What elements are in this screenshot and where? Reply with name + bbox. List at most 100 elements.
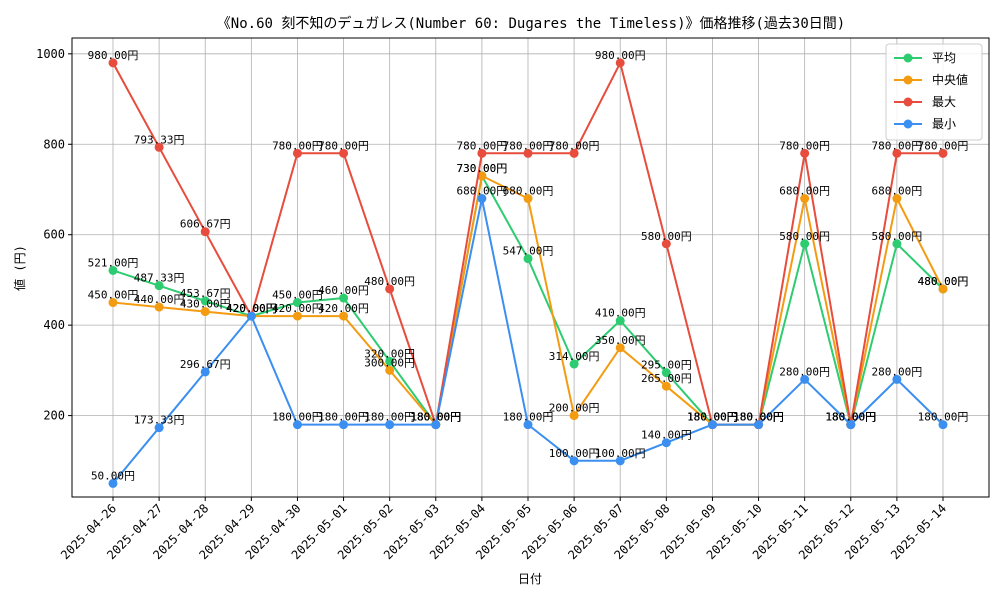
legend-swatch-marker bbox=[903, 75, 913, 85]
data-label: 480.00円 bbox=[364, 275, 415, 288]
data-point bbox=[339, 293, 349, 303]
data-label: 180.00円 bbox=[733, 411, 784, 424]
data-point bbox=[569, 148, 579, 158]
data-label: 453.67円 bbox=[180, 287, 231, 300]
data-point bbox=[385, 356, 395, 366]
series bbox=[108, 58, 948, 488]
data-label: 180.00円 bbox=[410, 411, 461, 424]
y-axis-label: 値 (円) bbox=[12, 245, 27, 291]
data-point bbox=[523, 194, 533, 204]
data-label: 420.00円 bbox=[318, 302, 369, 315]
data-point bbox=[108, 478, 118, 488]
data-label: 314.00円 bbox=[549, 350, 600, 363]
data-label: 480.00円 bbox=[918, 275, 969, 288]
data-label: 680.00円 bbox=[872, 185, 923, 198]
legend-entry: 最小 bbox=[932, 117, 956, 131]
data-point bbox=[754, 420, 764, 430]
data-point bbox=[108, 58, 118, 68]
legend-swatch-marker bbox=[903, 53, 913, 63]
data-point bbox=[292, 298, 302, 308]
data-point bbox=[615, 456, 625, 466]
data-label: 350.00円 bbox=[595, 334, 646, 347]
data-label: 780.00円 bbox=[272, 139, 323, 152]
data-point bbox=[569, 456, 579, 466]
data-label: 730.00円 bbox=[457, 162, 508, 175]
data-label: 180.00円 bbox=[825, 411, 876, 424]
x-axis-label: 日付 bbox=[518, 572, 542, 586]
data-point bbox=[108, 265, 118, 275]
data-point bbox=[800, 148, 810, 158]
y-tick-label: 400 bbox=[43, 318, 65, 332]
data-point bbox=[661, 438, 671, 448]
data-point bbox=[385, 284, 395, 294]
data-point bbox=[615, 343, 625, 353]
data-label: 780.00円 bbox=[872, 139, 923, 152]
data-point bbox=[200, 367, 210, 377]
y-tick-label: 1000 bbox=[36, 47, 65, 61]
data-label: 140.00円 bbox=[641, 429, 692, 442]
data-label: 180.00円 bbox=[410, 411, 461, 424]
data-label: 780.00円 bbox=[503, 139, 554, 152]
data-label: 180.00円 bbox=[410, 411, 461, 424]
data-point bbox=[385, 365, 395, 375]
data-label: 780.00円 bbox=[457, 139, 508, 152]
data-label: 420.00円 bbox=[226, 302, 277, 315]
data-point bbox=[154, 423, 164, 433]
data-label: 180.00円 bbox=[825, 411, 876, 424]
data-point bbox=[661, 381, 671, 391]
legend-swatch-marker bbox=[903, 119, 913, 129]
data-label: 100.00円 bbox=[549, 447, 600, 460]
data-point bbox=[292, 148, 302, 158]
data-label: 420.00円 bbox=[272, 302, 323, 315]
chart-title: 《No.60 刻不知のデュガレス(Number 60: Dugares the … bbox=[217, 15, 845, 32]
data-label: 460.00円 bbox=[318, 284, 369, 297]
data-point bbox=[938, 420, 948, 430]
data-point bbox=[385, 420, 395, 430]
data-label: 410.00円 bbox=[595, 307, 646, 320]
data-label: 180.00円 bbox=[503, 411, 554, 424]
data-point bbox=[292, 311, 302, 321]
series-最小 bbox=[108, 194, 948, 488]
data-label: 420.00円 bbox=[226, 302, 277, 315]
data-point bbox=[523, 254, 533, 264]
data-point bbox=[661, 239, 671, 249]
data-point bbox=[339, 420, 349, 430]
data-label: 180.00円 bbox=[364, 411, 415, 424]
data-point bbox=[477, 148, 487, 158]
legend-entry: 平均 bbox=[932, 51, 956, 65]
data-label: 730.00円 bbox=[457, 162, 508, 175]
data-label: 430.00円 bbox=[180, 298, 231, 311]
data-label: 780.00円 bbox=[918, 139, 969, 152]
data-point bbox=[892, 374, 902, 384]
data-point bbox=[800, 239, 810, 249]
y-tick-label: 200 bbox=[43, 409, 65, 423]
data-label: 173.33円 bbox=[134, 414, 185, 427]
data-point bbox=[569, 411, 579, 421]
data-label: 180.00円 bbox=[733, 411, 784, 424]
data-label: 480.00円 bbox=[918, 275, 969, 288]
data-point bbox=[846, 420, 856, 430]
data-label: 580.00円 bbox=[779, 230, 830, 243]
data-label: 680.00円 bbox=[779, 185, 830, 198]
legend-box bbox=[885, 43, 983, 141]
data-point bbox=[108, 298, 118, 308]
data-label: 200.00円 bbox=[549, 402, 600, 415]
data-label: 180.00円 bbox=[733, 411, 784, 424]
data-labels: 521.00円487.33円453.67円420.00円450.00円460.0… bbox=[88, 49, 969, 483]
plot-area-frame bbox=[71, 37, 990, 498]
data-point bbox=[339, 148, 349, 158]
data-label: 440.00円 bbox=[134, 293, 185, 306]
data-point bbox=[892, 148, 902, 158]
data-label: 180.00円 bbox=[687, 411, 738, 424]
data-label: 180.00円 bbox=[687, 411, 738, 424]
data-point bbox=[938, 148, 948, 158]
data-label: 296.67円 bbox=[180, 358, 231, 371]
data-label: 547.00円 bbox=[503, 245, 554, 258]
data-point bbox=[339, 311, 349, 321]
legend-swatch-marker bbox=[903, 97, 913, 107]
y-tick-label: 800 bbox=[43, 137, 65, 151]
data-point bbox=[569, 359, 579, 369]
data-point bbox=[800, 194, 810, 204]
